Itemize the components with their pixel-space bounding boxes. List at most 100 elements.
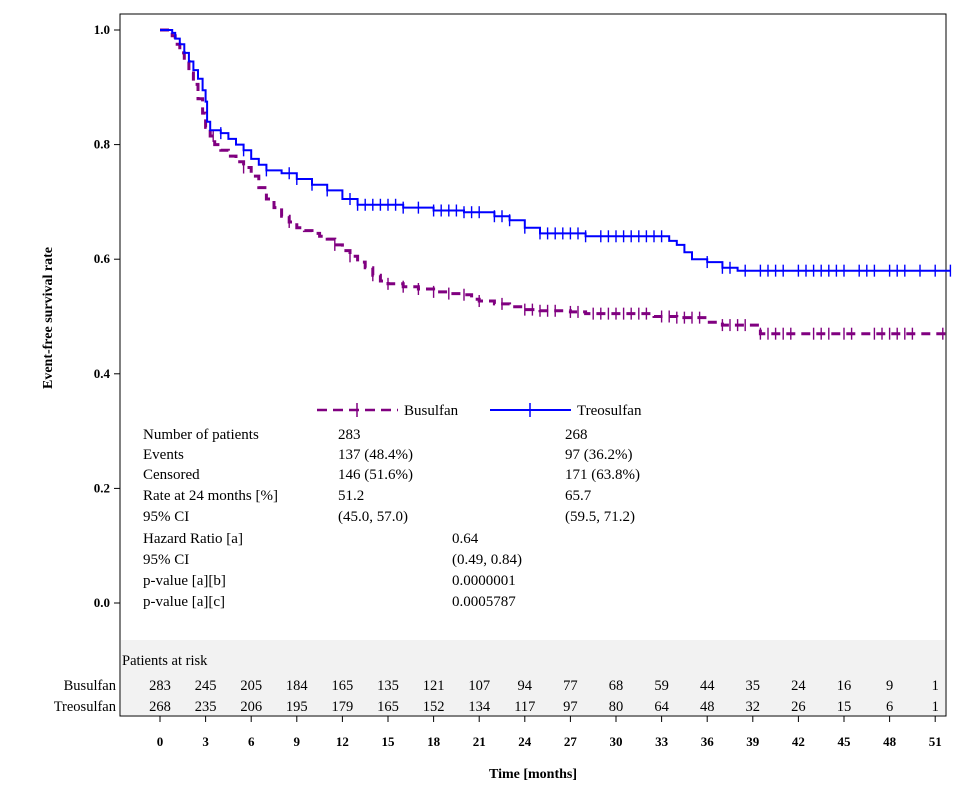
x-tick-label: 51 bbox=[929, 734, 942, 749]
at-risk-value-treosulfan: 32 bbox=[746, 699, 761, 715]
at-risk-value-treosulfan: 117 bbox=[514, 699, 535, 715]
at-risk-value-treosulfan: 1 bbox=[932, 699, 939, 715]
x-tick-label: 0 bbox=[157, 734, 164, 749]
stat-busulfan: 283 bbox=[338, 427, 361, 443]
at-risk-value-treosulfan: 6 bbox=[886, 699, 893, 715]
stat-label: Events bbox=[143, 447, 184, 463]
x-tick-label: 6 bbox=[248, 734, 255, 749]
at-risk-value-treosulfan: 152 bbox=[423, 699, 445, 715]
y-axis: 0.0 0.2 0.4 0.6 0.8 1.0 bbox=[94, 22, 120, 610]
stat-treosulfan: 65.7 bbox=[565, 488, 592, 504]
at-risk-value-busulfan: 107 bbox=[468, 678, 490, 694]
comparison-label: Hazard Ratio [a] bbox=[143, 531, 243, 547]
at-risk-value-busulfan: 44 bbox=[700, 678, 715, 694]
at-risk-value-treosulfan: 48 bbox=[700, 699, 715, 715]
x-tick-label: 30 bbox=[610, 734, 623, 749]
x-tick-label: 18 bbox=[427, 734, 441, 749]
stat-busulfan: (45.0, 57.0) bbox=[338, 509, 408, 525]
comparison-label: p-value [a][b] bbox=[143, 573, 226, 589]
stat-busulfan: 51.2 bbox=[338, 488, 364, 504]
legend: Busulfan Treosulfan bbox=[317, 403, 642, 419]
stat-treosulfan: 171 (63.8%) bbox=[565, 467, 640, 483]
at-risk-value-busulfan: 9 bbox=[886, 678, 893, 694]
x-tick-label: 12 bbox=[336, 734, 349, 749]
stats-table: Number of patients 283 268 Events 137 (4… bbox=[143, 427, 640, 610]
stat-busulfan: 137 (48.4%) bbox=[338, 447, 413, 463]
stat-label: 95% CI bbox=[143, 509, 189, 525]
stat-label: Censored bbox=[143, 467, 200, 483]
at-risk-value-busulfan: 24 bbox=[791, 678, 806, 694]
at-risk-value-busulfan: 135 bbox=[377, 678, 399, 694]
stat-treosulfan: 268 bbox=[565, 427, 588, 443]
at-risk-value-treosulfan: 26 bbox=[791, 699, 806, 715]
comparison-value: 0.0000001 bbox=[452, 573, 516, 589]
y-tick-label: 0.4 bbox=[94, 366, 111, 381]
comparison-label: 95% CI bbox=[143, 552, 189, 568]
at-risk-value-busulfan: 121 bbox=[423, 678, 445, 694]
x-tick-label: 9 bbox=[294, 734, 301, 749]
at-risk-value-busulfan: 59 bbox=[654, 678, 669, 694]
at-risk-value-busulfan: 94 bbox=[518, 678, 533, 694]
x-tick-label: 27 bbox=[564, 734, 578, 749]
y-axis-title: Event-free survival rate bbox=[41, 247, 56, 389]
at-risk-value-treosulfan: 64 bbox=[654, 699, 669, 715]
at-risk-value-treosulfan: 80 bbox=[609, 699, 624, 715]
x-tick-label: 24 bbox=[518, 734, 532, 749]
x-tick-label: 21 bbox=[473, 734, 486, 749]
plot-frame bbox=[119, 13, 947, 717]
x-tick-label: 45 bbox=[838, 734, 852, 749]
at-risk-value-busulfan: 16 bbox=[837, 678, 852, 694]
at-risk-value-treosulfan: 235 bbox=[195, 699, 217, 715]
legend-treosulfan-label: Treosulfan bbox=[577, 403, 642, 419]
at-risk-table: Patients at risk Busulfan Treosulfan 283… bbox=[54, 653, 939, 715]
curve-busulfan bbox=[160, 28, 951, 336]
at-risk-row-label-busulfan: Busulfan bbox=[64, 678, 117, 694]
at-risk-value-busulfan: 35 bbox=[746, 678, 761, 694]
stat-treosulfan: 97 (36.2%) bbox=[565, 447, 633, 463]
at-risk-row-label-treosulfan: Treosulfan bbox=[54, 699, 117, 715]
comparison-value: (0.49, 0.84) bbox=[452, 552, 522, 568]
comparison-label: p-value [a][c] bbox=[143, 594, 225, 610]
at-risk-value-busulfan: 68 bbox=[609, 678, 624, 694]
at-risk-value-treosulfan: 206 bbox=[240, 699, 262, 715]
y-tick-label: 0.0 bbox=[94, 595, 110, 610]
at-risk-value-treosulfan: 179 bbox=[332, 699, 354, 715]
at-risk-value-busulfan: 283 bbox=[149, 678, 171, 694]
x-tick-label: 36 bbox=[701, 734, 715, 749]
at-risk-title: Patients at risk bbox=[122, 653, 208, 669]
at-risk-value-treosulfan: 165 bbox=[377, 699, 399, 715]
x-tick-label: 42 bbox=[792, 734, 805, 749]
at-risk-value-treosulfan: 268 bbox=[149, 699, 171, 715]
stat-label: Number of patients bbox=[143, 427, 259, 443]
legend-busulfan-label: Busulfan bbox=[404, 403, 459, 419]
comparison-value: 0.0005787 bbox=[452, 594, 516, 610]
at-risk-value-treosulfan: 134 bbox=[468, 699, 491, 715]
at-risk-value-busulfan: 245 bbox=[195, 678, 217, 694]
series-layer bbox=[160, 28, 952, 340]
at-risk-value-treosulfan: 15 bbox=[837, 699, 852, 715]
x-tick-label: 33 bbox=[655, 734, 669, 749]
x-tick-label: 39 bbox=[746, 734, 760, 749]
at-risk-value-busulfan: 1 bbox=[932, 678, 939, 694]
x-tick-label: 3 bbox=[202, 734, 209, 749]
at-risk-value-busulfan: 165 bbox=[332, 678, 354, 694]
y-tick-label: 0.6 bbox=[94, 251, 111, 266]
at-risk-values: 283 245 205 184 165 135 121 107 94 77 68 59 44 35 24 16… bbox=[149, 678, 939, 715]
stat-treosulfan: (59.5, 71.2) bbox=[565, 509, 635, 525]
x-tick-label: 48 bbox=[883, 734, 897, 749]
y-tick-label: 1.0 bbox=[94, 22, 110, 37]
stat-label: Rate at 24 months [%] bbox=[143, 488, 278, 504]
at-risk-value-busulfan: 77 bbox=[563, 678, 578, 694]
stat-busulfan: 146 (51.6%) bbox=[338, 467, 413, 483]
at-risk-value-treosulfan: 97 bbox=[563, 699, 578, 715]
x-axis: 0 3 6 9 12 15 18 21 24 27 30 33 36 39 42 45 48 51 bbox=[157, 716, 942, 749]
comparison-value: 0.64 bbox=[452, 531, 479, 547]
at-risk-value-busulfan: 205 bbox=[240, 678, 262, 694]
x-tick-label: 15 bbox=[382, 734, 396, 749]
at-risk-value-busulfan: 184 bbox=[286, 678, 309, 694]
at-risk-panel bbox=[121, 640, 945, 715]
at-risk-value-treosulfan: 195 bbox=[286, 699, 308, 715]
y-tick-label: 0.8 bbox=[94, 137, 111, 152]
x-axis-title: Time [months] bbox=[489, 767, 577, 782]
